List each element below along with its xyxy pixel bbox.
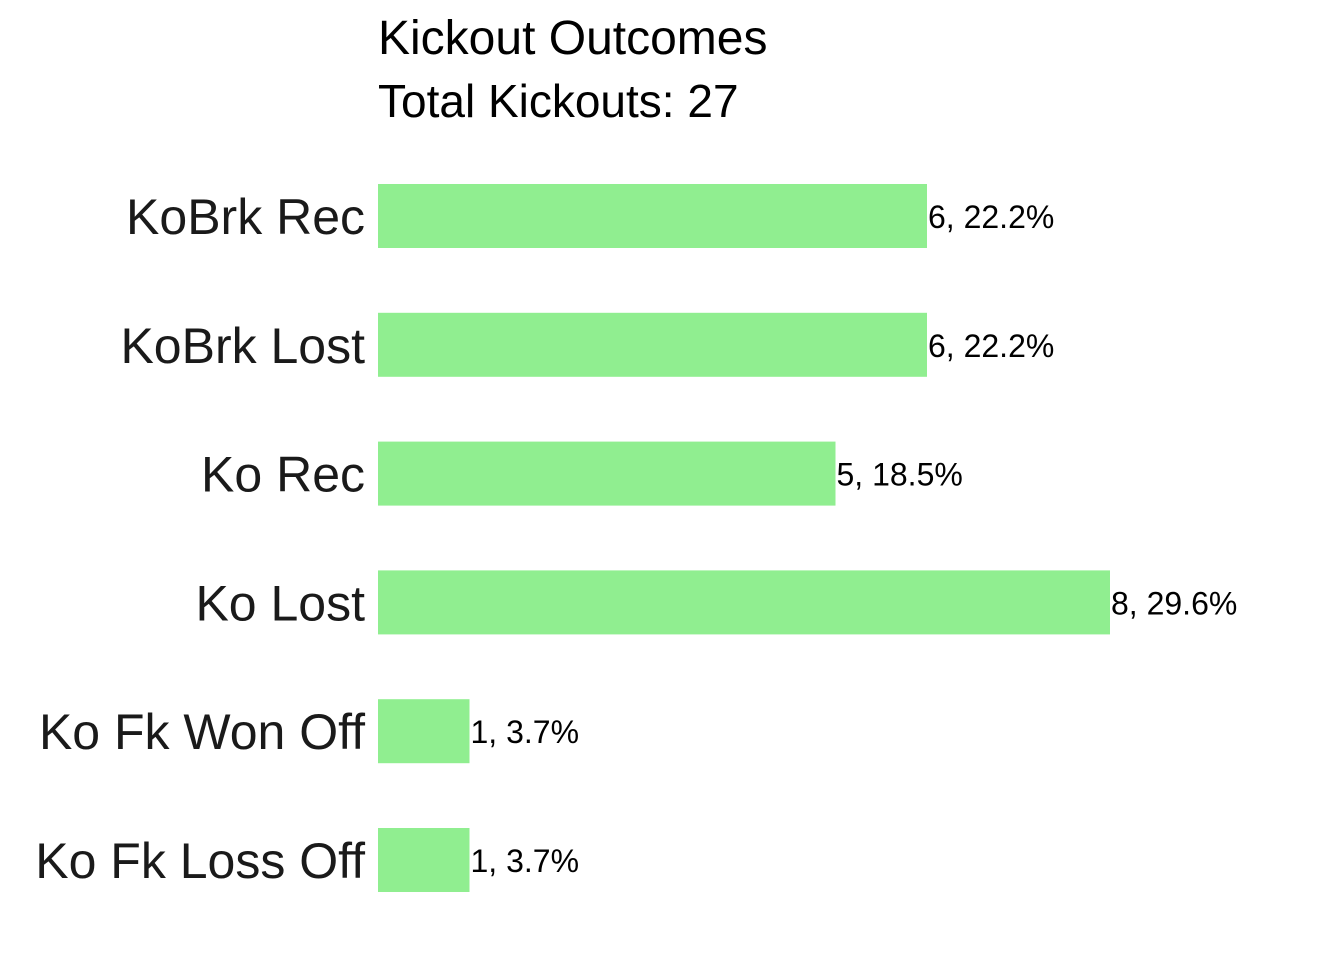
category-label-0: KoBrk Rec	[126, 189, 365, 245]
bar-5	[378, 828, 470, 892]
bar-4	[378, 699, 470, 764]
bars-layer: KoBrk Rec 6, 22.2% KoBrk Lost 6, 22.2% Ko Re…	[35, 184, 1237, 892]
data-label-3: 8, 29.6%	[1111, 585, 1237, 621]
bar-0	[378, 184, 927, 248]
bar-1	[378, 312, 927, 377]
data-label-4: 1, 3.7%	[471, 714, 580, 750]
category-label-2: Ko Rec	[201, 447, 365, 503]
category-label-3: Ko Lost	[195, 575, 365, 631]
data-label-1: 6, 22.2%	[928, 328, 1054, 364]
category-label-1: KoBrk Lost	[120, 318, 365, 374]
category-label-4: Ko Fk Won Off	[39, 704, 365, 760]
category-label-5: Ko Fk Loss Off	[35, 833, 365, 889]
chart-subtitle: Total Kickouts: 27	[378, 75, 739, 127]
data-label-5: 1, 3.7%	[471, 843, 580, 879]
bar-2	[378, 441, 836, 506]
data-label-0: 6, 22.2%	[928, 199, 1054, 235]
chart-title: Kickout Outcomes	[378, 12, 767, 65]
data-label-2: 5, 18.5%	[837, 457, 963, 493]
bar-3	[378, 570, 1110, 635]
